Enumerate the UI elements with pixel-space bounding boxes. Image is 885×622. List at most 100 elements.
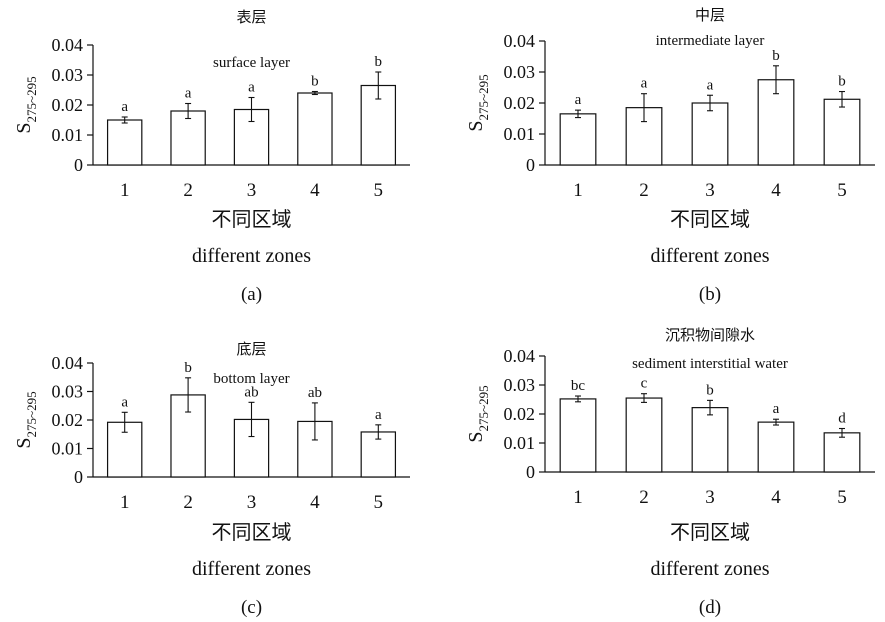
y-axis-label-subscript: 275~295 bbox=[476, 385, 491, 431]
y-tick-label: 0.02 bbox=[52, 95, 84, 115]
x-axis-label-cn: 不同区域 bbox=[670, 208, 750, 231]
chart-title-en: bottom layer bbox=[213, 371, 289, 387]
x-tick-label: 5 bbox=[374, 492, 384, 513]
significance-label: c bbox=[641, 376, 648, 392]
panel-label: (d) bbox=[699, 597, 721, 618]
y-axis-label: S275~295 bbox=[465, 385, 491, 442]
x-axis-label-cn: 不同区域 bbox=[212, 208, 292, 231]
y-tick-label: 0.03 bbox=[504, 62, 536, 82]
significance-label: b bbox=[706, 382, 714, 398]
significance-label: b bbox=[838, 74, 846, 90]
significance-label: b bbox=[311, 74, 319, 90]
significance-label: d bbox=[838, 411, 846, 427]
y-axis-label: S275~295 bbox=[13, 391, 39, 448]
x-tick-label: 1 bbox=[120, 492, 130, 513]
significance-label: ab bbox=[244, 384, 258, 400]
significance-label: bc bbox=[571, 378, 586, 394]
chart-title-en: intermediate layer bbox=[656, 33, 765, 49]
y-axis-label-subscript: 275~295 bbox=[476, 74, 491, 120]
chart-title-cn: 底层 bbox=[236, 341, 266, 358]
x-axis-label-cn: 不同区域 bbox=[212, 521, 292, 544]
x-axis-label-en: different zones bbox=[192, 558, 311, 580]
x-axis-label-cn: 不同区域 bbox=[670, 521, 750, 544]
chart-title-cn: 中层 bbox=[695, 7, 725, 24]
x-tick-label: 4 bbox=[771, 180, 781, 201]
y-tick-label: 0.02 bbox=[52, 410, 84, 430]
x-tick-label: 2 bbox=[183, 492, 193, 513]
x-tick-label: 4 bbox=[310, 180, 320, 201]
significance-label: a bbox=[121, 99, 128, 115]
y-axis-label-subscript: 275~295 bbox=[24, 76, 39, 122]
panel-label: (b) bbox=[699, 284, 721, 305]
panel-label: (c) bbox=[241, 597, 262, 618]
x-tick-label: 3 bbox=[705, 180, 715, 201]
x-tick-label: 5 bbox=[837, 180, 847, 201]
y-axis-label-main: S bbox=[465, 120, 487, 131]
chart-title-en: sediment interstitial water bbox=[632, 356, 788, 372]
bar-zone-3 bbox=[691, 102, 729, 166]
y-tick-label: 0 bbox=[526, 462, 535, 482]
bar-zone-1 bbox=[559, 113, 597, 166]
significance-label: a bbox=[773, 401, 780, 417]
significance-label: b bbox=[375, 54, 383, 70]
x-tick-label: 2 bbox=[183, 180, 193, 201]
bar-zone-3 bbox=[233, 108, 270, 166]
x-tick-label: 3 bbox=[247, 492, 257, 513]
significance-label: a bbox=[575, 92, 582, 108]
chart-title-cn: 表层 bbox=[236, 9, 266, 26]
y-tick-label: 0.04 bbox=[52, 35, 84, 55]
significance-label: a bbox=[641, 76, 648, 92]
x-tick-label: 3 bbox=[247, 180, 257, 201]
y-tick-label: 0.01 bbox=[52, 125, 84, 145]
y-axis-label-main: S bbox=[13, 122, 35, 133]
x-tick-label: 2 bbox=[639, 487, 649, 508]
panel-label: (a) bbox=[241, 284, 262, 305]
y-tick-label: 0.02 bbox=[504, 93, 536, 113]
significance-label: ab bbox=[308, 385, 322, 401]
y-tick-label: 0.04 bbox=[504, 346, 536, 366]
bar-zone-1 bbox=[559, 398, 597, 473]
y-axis-label-subscript: 275~295 bbox=[24, 391, 39, 437]
chart-title-cn: 沉积物间隙水 bbox=[665, 327, 755, 344]
significance-label: a bbox=[375, 407, 382, 423]
y-tick-label: 0.03 bbox=[52, 382, 84, 402]
y-axis-label: S275~295 bbox=[13, 76, 39, 133]
bar-zone-1 bbox=[106, 119, 143, 166]
y-tick-label: 0 bbox=[74, 155, 83, 175]
significance-label: b bbox=[772, 48, 780, 64]
significance-label: a bbox=[185, 86, 192, 102]
y-tick-label: 0 bbox=[526, 155, 535, 175]
x-axis-label-en: different zones bbox=[192, 245, 311, 267]
y-axis-label-main: S bbox=[465, 431, 487, 442]
x-axis-label-en: different zones bbox=[650, 558, 769, 580]
y-tick-label: 0.01 bbox=[504, 433, 536, 453]
y-axis-label-main: S bbox=[13, 437, 35, 448]
y-tick-label: 0.01 bbox=[504, 124, 536, 144]
significance-label: a bbox=[248, 80, 255, 96]
significance-label: a bbox=[707, 77, 714, 93]
chart-panel-3: 底层 bottom layer 0 0.01 0.02 0.03 0.04 S275~295 a… bbox=[13, 341, 410, 618]
y-tick-label: 0 bbox=[74, 467, 83, 487]
bar-zone-4 bbox=[757, 421, 795, 473]
y-tick-label: 0.03 bbox=[504, 375, 536, 395]
significance-label: b bbox=[184, 360, 192, 376]
y-tick-label: 0.04 bbox=[504, 31, 536, 51]
x-tick-label: 1 bbox=[573, 487, 583, 508]
chart-panel-2: 中层 intermediate layer 0 0.01 0.02 0.03 0.04 S27… bbox=[465, 7, 875, 305]
bar-zone-2 bbox=[170, 110, 206, 166]
y-tick-label: 0.01 bbox=[52, 439, 84, 459]
x-tick-label: 4 bbox=[310, 492, 320, 513]
x-tick-label: 2 bbox=[639, 180, 649, 201]
x-tick-label: 1 bbox=[573, 180, 583, 201]
chart-panel-4: 沉积物间隙水 sediment interstitial water 0 0.01 0.… bbox=[465, 327, 875, 618]
bar-zone-5 bbox=[823, 98, 861, 166]
x-tick-label: 3 bbox=[705, 487, 715, 508]
bar-zone-3 bbox=[691, 407, 729, 473]
significance-label: a bbox=[121, 394, 128, 410]
chart-panel-1: 表层 surface layer 0 0.01 0.02 0.03 0.04 S275~295… bbox=[13, 9, 410, 305]
bar-zone-4 bbox=[297, 92, 333, 166]
bar-zone-5 bbox=[823, 432, 861, 473]
x-axis-label-en: different zones bbox=[650, 245, 769, 267]
y-tick-label: 0.04 bbox=[52, 353, 84, 373]
